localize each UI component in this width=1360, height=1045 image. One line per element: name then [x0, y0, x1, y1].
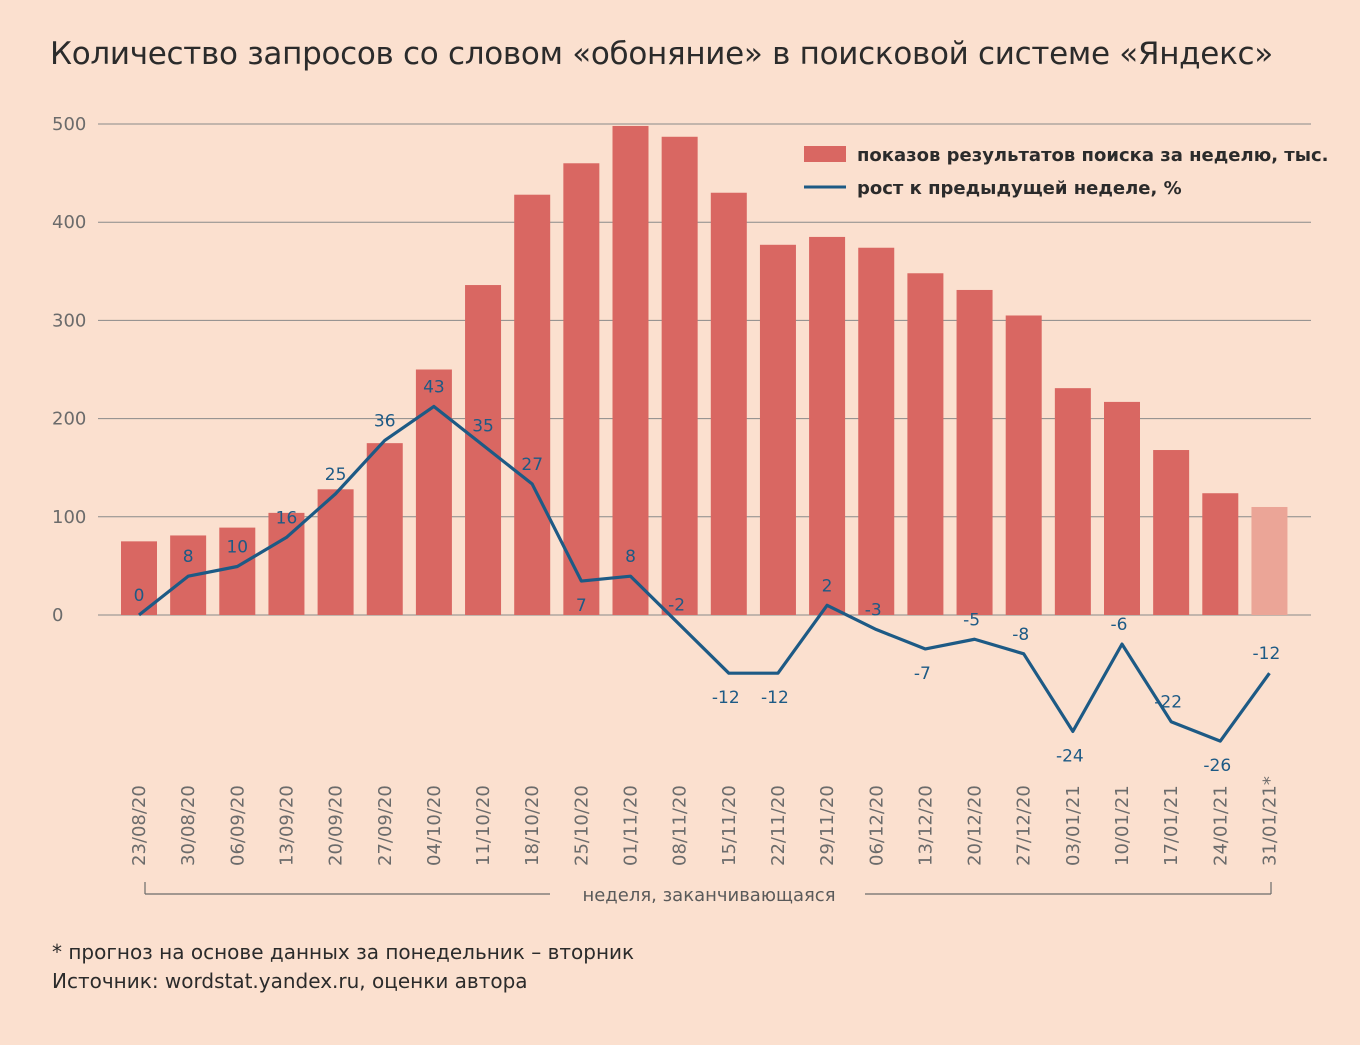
bar: [1153, 450, 1190, 615]
growth-label: -22: [1154, 693, 1182, 713]
x-tick-label: 10/01/21: [1112, 785, 1133, 866]
bar: [563, 163, 600, 615]
x-tick-label: 24/01/21: [1210, 785, 1231, 866]
growth-label: -12: [1253, 644, 1281, 664]
source-note: Источник: wordstat.yandex.ru, оценки авт…: [52, 969, 528, 993]
bar: [858, 247, 895, 615]
x-tick-label: 06/12/20: [866, 785, 887, 866]
bar: [907, 273, 944, 615]
x-tick-label: 08/11/20: [670, 785, 691, 866]
x-axis-bracket: неделя, заканчивающаяся: [144, 882, 1272, 906]
x-tick-label: 18/10/20: [522, 785, 543, 866]
growth-label: -5: [963, 610, 980, 630]
growth-label: -8: [1012, 625, 1029, 645]
growth-label: 16: [276, 508, 298, 528]
growth-line: [138, 404, 1271, 743]
growth-label: -12: [761, 688, 789, 708]
forecast-note: * прогноз на основе данных за понедельни…: [52, 940, 635, 964]
bar: [415, 369, 452, 615]
bar: [1251, 506, 1288, 615]
x-tick-label: 11/10/20: [473, 785, 494, 866]
x-tick-label: 04/10/20: [424, 785, 445, 866]
bar: [1054, 388, 1091, 615]
growth-polyline: [138, 404, 1271, 743]
x-tick-label: 20/12/20: [965, 785, 986, 866]
bar: [514, 194, 551, 616]
growth-label: 2: [822, 576, 833, 596]
bar: [956, 289, 993, 615]
growth-label: 35: [472, 416, 494, 436]
y-tick-label: 0: [52, 605, 63, 626]
legend-line-label: рост к предыдущей неделе, %: [857, 178, 1182, 199]
growth-label: 36: [374, 411, 396, 431]
x-tick-label: 03/01/21: [1063, 785, 1084, 866]
x-tick-label: 13/12/20: [915, 785, 936, 866]
x-tick-label: 25/10/20: [571, 785, 592, 866]
bar: [759, 244, 796, 615]
bar: [317, 489, 354, 615]
bars: [121, 125, 1288, 616]
bar: [1104, 401, 1140, 615]
y-tick-label: 400: [52, 212, 86, 233]
bar: [219, 527, 256, 615]
growth-label: -2: [668, 596, 685, 616]
chart: 0 100 200 300 400 500 0 8 10 16 25 36 43 35 27 7 8 -2 -12…: [52, 114, 1329, 906]
x-tick-label: 23/08/20: [129, 785, 150, 866]
x-tick-label: 29/11/20: [817, 785, 838, 866]
growth-label: -3: [865, 601, 882, 621]
y-tick-label: 300: [52, 310, 86, 331]
bar: [612, 125, 649, 616]
growth-label: 25: [325, 465, 347, 485]
x-axis-label: неделя, заканчивающаяся: [582, 885, 835, 906]
bar: [1005, 315, 1042, 615]
growth-label: -26: [1203, 756, 1231, 776]
growth-label: -6: [1111, 615, 1128, 635]
growth-label: 8: [183, 547, 194, 567]
footnotes: * прогноз на основе данных за понедельни…: [52, 938, 634, 996]
growth-label: 7: [576, 596, 587, 616]
bar: [268, 512, 305, 615]
legend-bar-label: показов результатов поиска за неделю, ты…: [857, 145, 1329, 166]
growth-label: -7: [914, 664, 931, 684]
bar: [121, 541, 157, 615]
bar: [465, 285, 502, 615]
y-axis-ticks: 0 100 200 300 400 500: [52, 114, 86, 626]
x-tick-label: 01/11/20: [621, 785, 642, 866]
x-tick-label: 13/09/20: [276, 785, 297, 866]
growth-label: 43: [423, 377, 445, 397]
x-tick-label: 20/09/20: [326, 785, 347, 866]
x-tick-label: 06/09/20: [227, 785, 248, 866]
x-tick-label: 27/12/20: [1014, 785, 1035, 866]
chart-title: Количество запросов со словом «обоняние»…: [50, 36, 1273, 72]
legend: показов результатов поиска за неделю, ты…: [804, 145, 1329, 199]
x-tick-label: 17/01/21: [1161, 785, 1182, 866]
bar: [710, 192, 747, 616]
data-labels: 0 8 10 16 25 36 43 35 27 7 8 -2 -12 -12 2 -3 -7 -5 -8 -24 -6…: [134, 377, 1281, 776]
y-tick-label: 100: [52, 507, 86, 528]
bar: [1202, 493, 1239, 615]
growth-label: 10: [226, 538, 248, 558]
growth-label: -24: [1056, 746, 1084, 766]
x-axis-ticks: 23/08/20 30/08/20 06/09/20 13/09/20 20/09/20…: [129, 776, 1280, 866]
y-tick-label: 200: [52, 409, 86, 430]
x-tick-label: 22/11/20: [768, 785, 789, 866]
bar: [661, 136, 698, 616]
growth-label: 8: [625, 547, 636, 567]
growth-label: 27: [521, 455, 543, 475]
bar: [809, 236, 846, 615]
x-tick-label: 27/09/20: [375, 785, 396, 866]
bar: [366, 443, 403, 615]
x-tick-label: 15/11/20: [719, 785, 740, 866]
x-tick-label: 30/08/20: [178, 785, 199, 866]
x-tick-label: 31/01/21*: [1259, 776, 1280, 866]
growth-label: -12: [712, 688, 740, 708]
y-tick-label: 500: [52, 114, 86, 135]
legend-bar-swatch: [804, 146, 846, 162]
growth-label: 0: [134, 586, 145, 606]
